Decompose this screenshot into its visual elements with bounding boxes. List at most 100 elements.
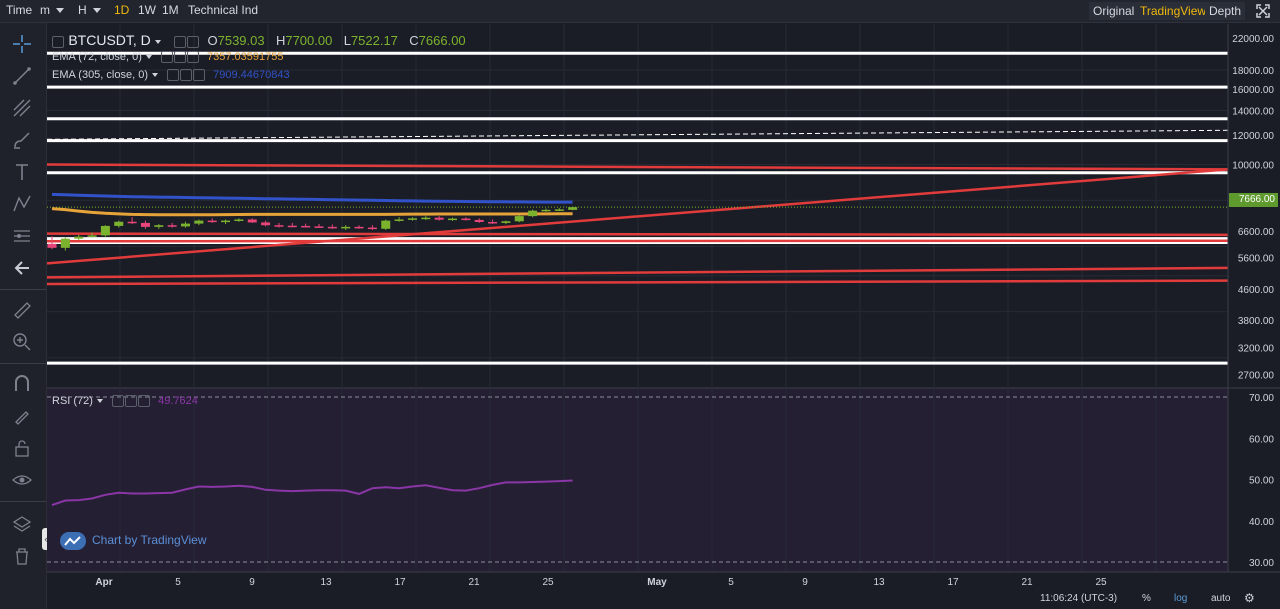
ema72-line: [51, 207, 573, 217]
percent-button[interactable]: %: [1142, 593, 1151, 604]
settings-icon[interactable]: [174, 35, 187, 48]
technical-indicators-button[interactable]: Technical Ind: [188, 3, 259, 17]
candle-body: [488, 221, 498, 224]
auto-button[interactable]: auto: [1211, 593, 1231, 604]
hours-dropdown-label: H: [78, 3, 87, 17]
symbol-label[interactable]: BTCUSDT, D: [68, 32, 151, 48]
price-axis-label: 16000.00: [1232, 85, 1274, 96]
price-axis-label: 5600.00: [1238, 254, 1275, 265]
lock-pencil-icon[interactable]: [11, 405, 33, 427]
settings-icon[interactable]: [160, 51, 173, 64]
clock: 11:06:24 (UTC-3): [1040, 593, 1118, 604]
candle-body: [541, 209, 551, 212]
view-depth-button[interactable]: Depth: [1205, 2, 1246, 20]
collapse-toolbar-button[interactable]: ‹: [42, 528, 50, 550]
ema305-value: 7909.44670843: [213, 69, 290, 81]
interval-1d-button[interactable]: 1D: [114, 3, 130, 17]
price-axis-label: 4600.00: [1238, 285, 1275, 296]
crosshair-icon[interactable]: [11, 33, 33, 55]
rsi-axis-label: 70.00: [1249, 393, 1274, 404]
rsi-axis-label: 30.00: [1249, 558, 1274, 569]
gear-icon[interactable]: ⚙: [1244, 591, 1255, 605]
ruler-icon[interactable]: [11, 299, 33, 321]
time-axis-label: 13: [320, 577, 332, 588]
close-icon[interactable]: [138, 395, 151, 408]
pitchfork-icon[interactable]: [11, 97, 33, 119]
text-icon[interactable]: [11, 161, 33, 183]
price-axis-label: 12000.00: [1232, 131, 1274, 142]
layers-icon[interactable]: [11, 513, 33, 535]
zoom-in-icon[interactable]: [11, 331, 33, 353]
ema305-label[interactable]: EMA (305, close, 0): [52, 69, 148, 81]
interval-1m-button[interactable]: 1M: [162, 3, 179, 17]
time-axis-label: 9: [802, 577, 808, 588]
hours-dropdown[interactable]: H: [74, 0, 108, 21]
lock-icon[interactable]: [11, 437, 33, 459]
magnet-icon[interactable]: [11, 373, 33, 395]
rsi-label[interactable]: RSI (72): [52, 395, 93, 407]
candle-body: [461, 218, 471, 221]
minutes-dropdown[interactable]: m: [36, 0, 72, 21]
hide-icon[interactable]: [180, 69, 193, 82]
ema72-label[interactable]: EMA (72, close, 0): [52, 51, 142, 63]
pattern-icon[interactable]: [11, 193, 33, 215]
trash-icon[interactable]: [11, 545, 33, 567]
log-button[interactable]: log: [1174, 593, 1188, 604]
candle-body: [287, 225, 297, 228]
candle-body: [367, 227, 377, 230]
trend-line-icon[interactable]: [11, 65, 33, 87]
settings-icon[interactable]: [112, 395, 125, 408]
hide-icon[interactable]: [187, 35, 200, 48]
chevron-down-icon[interactable]: [152, 73, 158, 78]
interval-1w-button[interactable]: 1W: [138, 3, 156, 17]
chevron-down-icon[interactable]: [96, 399, 103, 404]
prediction-icon[interactable]: [11, 225, 33, 247]
candle-body: [421, 217, 431, 220]
candle-body: [87, 235, 97, 237]
fullscreen-icon[interactable]: [1255, 3, 1271, 19]
view-tradingview-button[interactable]: TradingView: [1136, 2, 1211, 20]
candle-body: [194, 220, 204, 224]
brush-icon[interactable]: [11, 129, 33, 151]
candle-body: [140, 222, 150, 227]
close-value: 7666.00: [418, 33, 466, 48]
view-original-button[interactable]: Original: [1089, 2, 1139, 20]
drawing-toolbar: [0, 23, 47, 609]
rsi-value: 49.7624: [158, 395, 198, 407]
candle-body: [448, 218, 457, 221]
candle-body: [354, 226, 364, 229]
candle-body: [47, 243, 57, 248]
main-legend: BTCUSDT, D O7539.03 H7700.00 L7522.17 C7…: [52, 32, 466, 48]
time-axis-label: 25: [542, 577, 554, 588]
collapse-legend-icon[interactable]: [52, 35, 64, 48]
hide-icon[interactable]: [173, 51, 186, 64]
candle-body: [60, 238, 70, 248]
close-icon[interactable]: [193, 69, 206, 82]
close-icon[interactable]: [186, 51, 199, 64]
time-axis-label: 21: [1021, 577, 1033, 588]
minutes-dropdown-label: m: [40, 3, 50, 17]
hide-icon[interactable]: [125, 395, 138, 408]
tradingview-watermark[interactable]: Chart by TradingView: [60, 532, 207, 550]
ema72-value: 7357.03591755: [207, 51, 284, 63]
candle-body: [381, 220, 391, 229]
candle-body: [221, 220, 231, 223]
chevron-down-icon[interactable]: [145, 55, 152, 60]
back-arrow-icon[interactable]: [11, 257, 33, 279]
settings-icon[interactable]: [167, 69, 180, 82]
ema305-legend: EMA (305, close, 0) 7909.44670843: [52, 69, 290, 82]
chevron-down-icon: [56, 8, 64, 14]
rsi-axis-label: 50.00: [1249, 476, 1274, 487]
eye-icon[interactable]: [11, 469, 33, 491]
high-label: H: [275, 33, 286, 48]
candle-body: [127, 221, 137, 224]
candle-body: [554, 209, 564, 211]
chevron-down-icon[interactable]: [154, 39, 161, 44]
time-axis-label: Apr: [95, 577, 112, 588]
trend-line: [46, 239, 1229, 243]
toolbar-divider: [0, 501, 46, 502]
ema72-legend: EMA (72, close, 0) 7357.03591755: [52, 51, 284, 64]
trend-line: [46, 168, 1229, 265]
rsi-axis-label: 60.00: [1249, 434, 1274, 445]
